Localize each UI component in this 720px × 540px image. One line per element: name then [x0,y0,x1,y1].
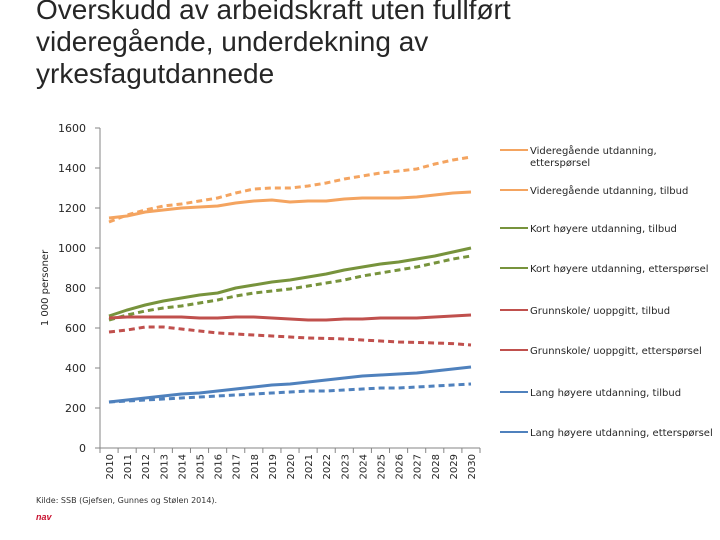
x-tick-label: 2012 [141,454,152,479]
x-tick-label: 2029 [449,454,460,479]
x-tick-label: 2019 [268,454,279,479]
x-tick-label: 2017 [232,454,243,479]
y-tick-label: 0 [79,442,86,455]
chart-title: Overskudd av arbeidskraft uten fullført … [36,0,676,90]
x-tick-label: 2011 [123,454,134,479]
y-tick-label: 1400 [58,162,86,175]
series-line-3 [108,246,472,318]
x-tick-label: 2014 [177,454,188,479]
x-tick-label: 2030 [467,454,478,479]
source-note: Kilde: SSB (Gjefsen, Gunnes og Stølen 20… [36,496,218,505]
series-line-6 [108,325,472,347]
x-tick-label: 2013 [159,454,170,479]
x-tick-label: 2015 [196,454,207,479]
series-line-8 [108,382,472,404]
legend-label-4: Kort høyere utdanning, etterspørsel [530,264,709,275]
x-tick-label: 2024 [358,454,369,479]
y-tick-label: 1200 [58,202,86,215]
x-tick-label: 2016 [214,454,225,479]
y-tick-label: 600 [65,322,86,335]
series-line-1 [108,155,472,224]
series-line-2 [108,190,472,220]
series-line-4 [108,254,472,322]
x-tick-label: 2018 [250,454,261,479]
x-tick-label: 2021 [304,454,315,479]
x-tick-label: 2020 [286,454,297,479]
legend-label-8: Lang høyere utdanning, etterspørsel [530,428,713,439]
legend-label-6: Grunnskole/ uoppgitt, etterspørsel [530,346,702,357]
y-tick-label: 800 [65,282,86,295]
x-tick-label: 2026 [395,454,406,479]
y-tick-label: 1600 [58,122,86,135]
series-line-5 [108,313,472,322]
legend-label-7: Lang høyere utdanning, tilbud [530,388,682,399]
x-tick-label: 2010 [105,454,116,479]
title-line-1: Overskudd av arbeidskraft uten fullført [36,0,511,25]
legend-label-2: Videregående utdanning, tilbud [530,186,689,197]
legend-label-5: Grunnskole/ uoppgitt, tilbud [530,306,671,317]
y-tick-label: 1000 [58,242,86,255]
y-tick-label: 400 [65,362,86,375]
legend-label-3: Kort høyere utdanning, tilbud [530,224,677,235]
x-tick-label: 2022 [322,454,333,479]
nav-logo: nav [36,512,52,522]
x-tick-label: 2027 [413,454,424,479]
x-tick-label: 2028 [431,454,442,479]
x-tick-label: 2025 [376,454,387,479]
y-tick-label: 200 [65,402,86,415]
legend-label-1: Videregående utdanning, etterspørsel [530,146,657,169]
x-tick-label: 2023 [340,454,351,479]
title-line-2: videregående, underdekning av [36,26,429,57]
y-axis-title: 1 000 personer [40,249,51,326]
series-line-7 [108,365,472,404]
title-line-3: yrkesfagutdannede [36,58,275,89]
